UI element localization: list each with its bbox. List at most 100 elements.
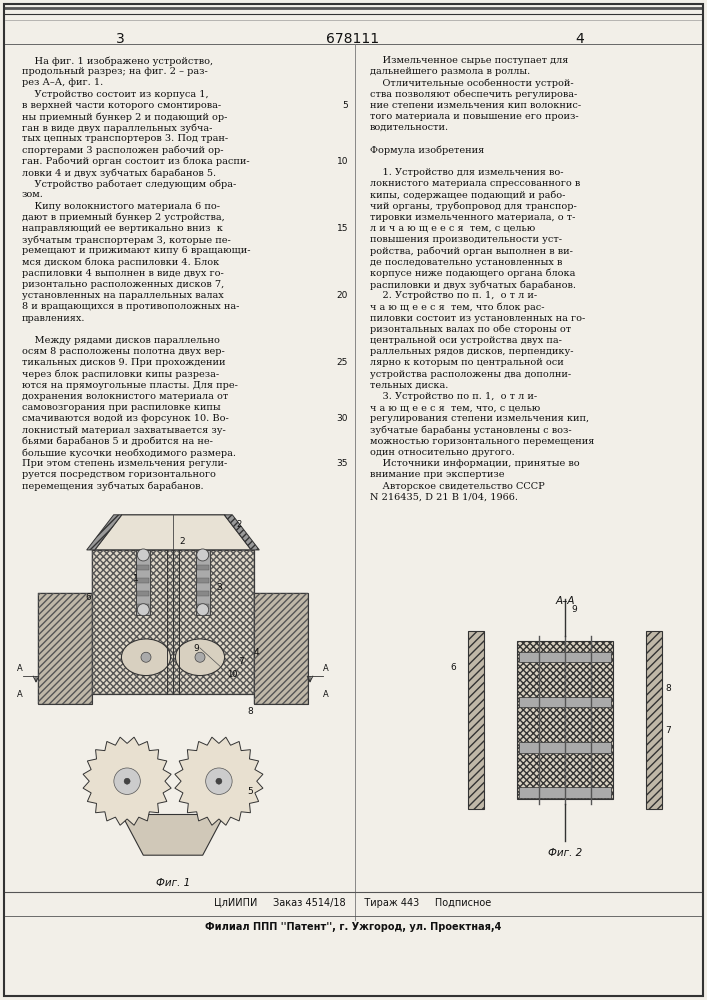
Text: тых цепных транспортеров 3. Под тран-: тых цепных транспортеров 3. Под тран- [22,134,228,143]
Polygon shape [87,515,122,550]
Text: л и ч а ю щ е е с я  тем, с целью: л и ч а ю щ е е с я тем, с целью [370,224,535,233]
Text: 6: 6 [450,663,456,672]
Text: ризонтально расположенных дисков 7,: ризонтально расположенных дисков 7, [22,280,224,289]
Text: бьями барабанов 5 и дробится на не-: бьями барабанов 5 и дробится на не- [22,437,213,446]
Text: ются на прямоугольные пласты. Для пре-: ются на прямоугольные пласты. Для пре- [22,381,238,390]
Text: тировки измельченного материала, о т-: тировки измельченного материала, о т- [370,213,575,222]
Bar [137,604,149,609]
Text: 2: 2 [236,520,242,529]
Polygon shape [122,814,224,855]
Text: 1. Устройство для измельчения во-: 1. Устройство для измельчения во- [370,168,563,177]
Bar [468,631,484,809]
Text: правлениях.: правлениях. [22,314,86,323]
Text: 7: 7 [665,726,671,735]
Text: де последовательно установленных в: де последовательно установленных в [370,258,562,267]
Text: центральной оси устройства двух па-: центральной оси устройства двух па- [370,336,562,345]
Text: зубчатым транспортерам 3, которые пе-: зубчатым транспортерам 3, которые пе- [22,235,230,245]
Bar [517,641,614,799]
Text: 25: 25 [337,358,348,367]
Text: дохранения волокнистого материала от: дохранения волокнистого материала от [22,392,228,401]
Bar [197,591,209,596]
Text: 3: 3 [216,583,222,592]
Text: ны приемный бункер 2 и подающий ор-: ны приемный бункер 2 и подающий ор- [22,112,228,121]
Text: При этом степень измельчения регули-: При этом степень измельчения регули- [22,459,227,468]
Text: Фиг. 1: Фиг. 1 [156,878,190,888]
Polygon shape [83,737,171,825]
Circle shape [216,778,222,784]
Text: локнистого материала спрессованного в: локнистого материала спрессованного в [370,179,580,188]
Text: перемещения зубчатых барабанов.: перемещения зубчатых барабанов. [22,482,204,491]
Ellipse shape [122,639,170,676]
Text: один относительно другого.: один относительно другого. [370,448,515,457]
Text: 7: 7 [238,657,243,666]
Text: кипы, содержащее подающий и рабо-: кипы, содержащее подающий и рабо- [370,190,566,200]
Text: 2. Устройство по п. 1,  о т л и-: 2. Устройство по п. 1, о т л и- [370,291,537,300]
Polygon shape [224,515,259,550]
Text: ч а ю щ е е с я  тем, что блок рас-: ч а ю щ е е с я тем, что блок рас- [370,302,544,312]
Circle shape [197,549,209,561]
Text: внимание при экспертизе: внимание при экспертизе [370,470,505,479]
Text: устройства расположены два дополни-: устройства расположены два дополни- [370,370,571,379]
Text: ч а ю щ е е с я  тем, что, с целью: ч а ю щ е е с я тем, что, с целью [370,403,540,412]
Bar [519,652,611,662]
Text: Фиг. 2: Фиг. 2 [548,848,582,858]
Text: 678111: 678111 [327,32,380,46]
Circle shape [195,652,205,662]
Text: Авторское свидетельство СССР: Авторское свидетельство СССР [370,482,545,491]
Text: 6: 6 [86,592,91,601]
Text: 5: 5 [342,101,348,110]
Text: ние степени измельчения кип волокнис-: ние степени измельчения кип волокнис- [370,101,581,110]
Polygon shape [95,515,251,550]
Text: А: А [323,690,329,699]
Text: 10: 10 [227,670,238,679]
Text: дают в приемный бункер 2 устройства,: дают в приемный бункер 2 устройства, [22,213,225,222]
Text: ройства, рабочий орган выполнен в ви-: ройства, рабочий орган выполнен в ви- [370,246,573,256]
Text: 9: 9 [193,644,199,653]
Text: локнистый материал захватывается зу-: локнистый материал захватывается зу- [22,426,226,435]
Bar [196,550,210,615]
Bar [136,550,151,615]
Text: Измельченное сырье поступает для: Измельченное сырье поступает для [370,56,568,65]
Bar [197,552,209,557]
Text: распиловки и двух зубчатых барабанов.: распиловки и двух зубчатых барабанов. [370,280,576,290]
Text: того материала и повышение его произ-: того материала и повышение его произ- [370,112,578,121]
Text: ризонтальных валах по обе стороны от: ризонтальных валах по обе стороны от [370,325,571,334]
Circle shape [137,604,149,616]
Text: тельных диска.: тельных диска. [370,381,448,390]
Bar [38,592,92,704]
Circle shape [206,768,232,794]
Text: 20: 20 [337,291,348,300]
Text: 3: 3 [116,32,124,46]
Text: 8: 8 [665,684,671,693]
Bar [137,591,149,596]
Text: ган. Рабочий орган состоит из блока распи-: ган. Рабочий орган состоит из блока расп… [22,157,250,166]
Circle shape [197,604,209,616]
Bar [137,578,149,583]
Text: 2: 2 [180,537,185,546]
Text: руется посредством горизонтального: руется посредством горизонтального [22,470,216,479]
Bar [519,787,611,798]
Bar [519,742,611,753]
Text: мся диском блока распиловки 4. Блок: мся диском блока распиловки 4. Блок [22,258,219,267]
Text: Формула изобретения: Формула изобретения [370,146,484,155]
Text: На фиг. 1 изображено устройство,: На фиг. 1 изображено устройство, [22,56,213,66]
Polygon shape [38,592,92,704]
Text: Отличительные особенности устрой-: Отличительные особенности устрой- [370,78,573,88]
Text: зубчатые барабаны установлены с воз-: зубчатые барабаны установлены с воз- [370,426,572,435]
Text: 30: 30 [337,414,348,423]
Circle shape [124,778,130,784]
Text: 35: 35 [337,459,348,468]
Polygon shape [92,550,254,694]
Text: 3. Устройство по п. 1,  о т л и-: 3. Устройство по п. 1, о т л и- [370,392,537,401]
Polygon shape [175,737,263,825]
Text: 9: 9 [571,605,577,614]
Text: 8: 8 [247,707,253,716]
Circle shape [141,652,151,662]
Bar [137,552,149,557]
Text: Филиал ППП ''Патент'', г. Ужгород, ул. Проектная,4: Филиал ППП ''Патент'', г. Ужгород, ул. П… [205,922,501,932]
Text: самовозгорания при распиловке кипы: самовозгорания при распиловке кипы [22,403,221,412]
Text: А: А [323,664,329,673]
Text: через блок распиловки кипы разреза-: через блок распиловки кипы разреза- [22,370,219,379]
Circle shape [137,549,149,561]
Bar [137,565,149,570]
